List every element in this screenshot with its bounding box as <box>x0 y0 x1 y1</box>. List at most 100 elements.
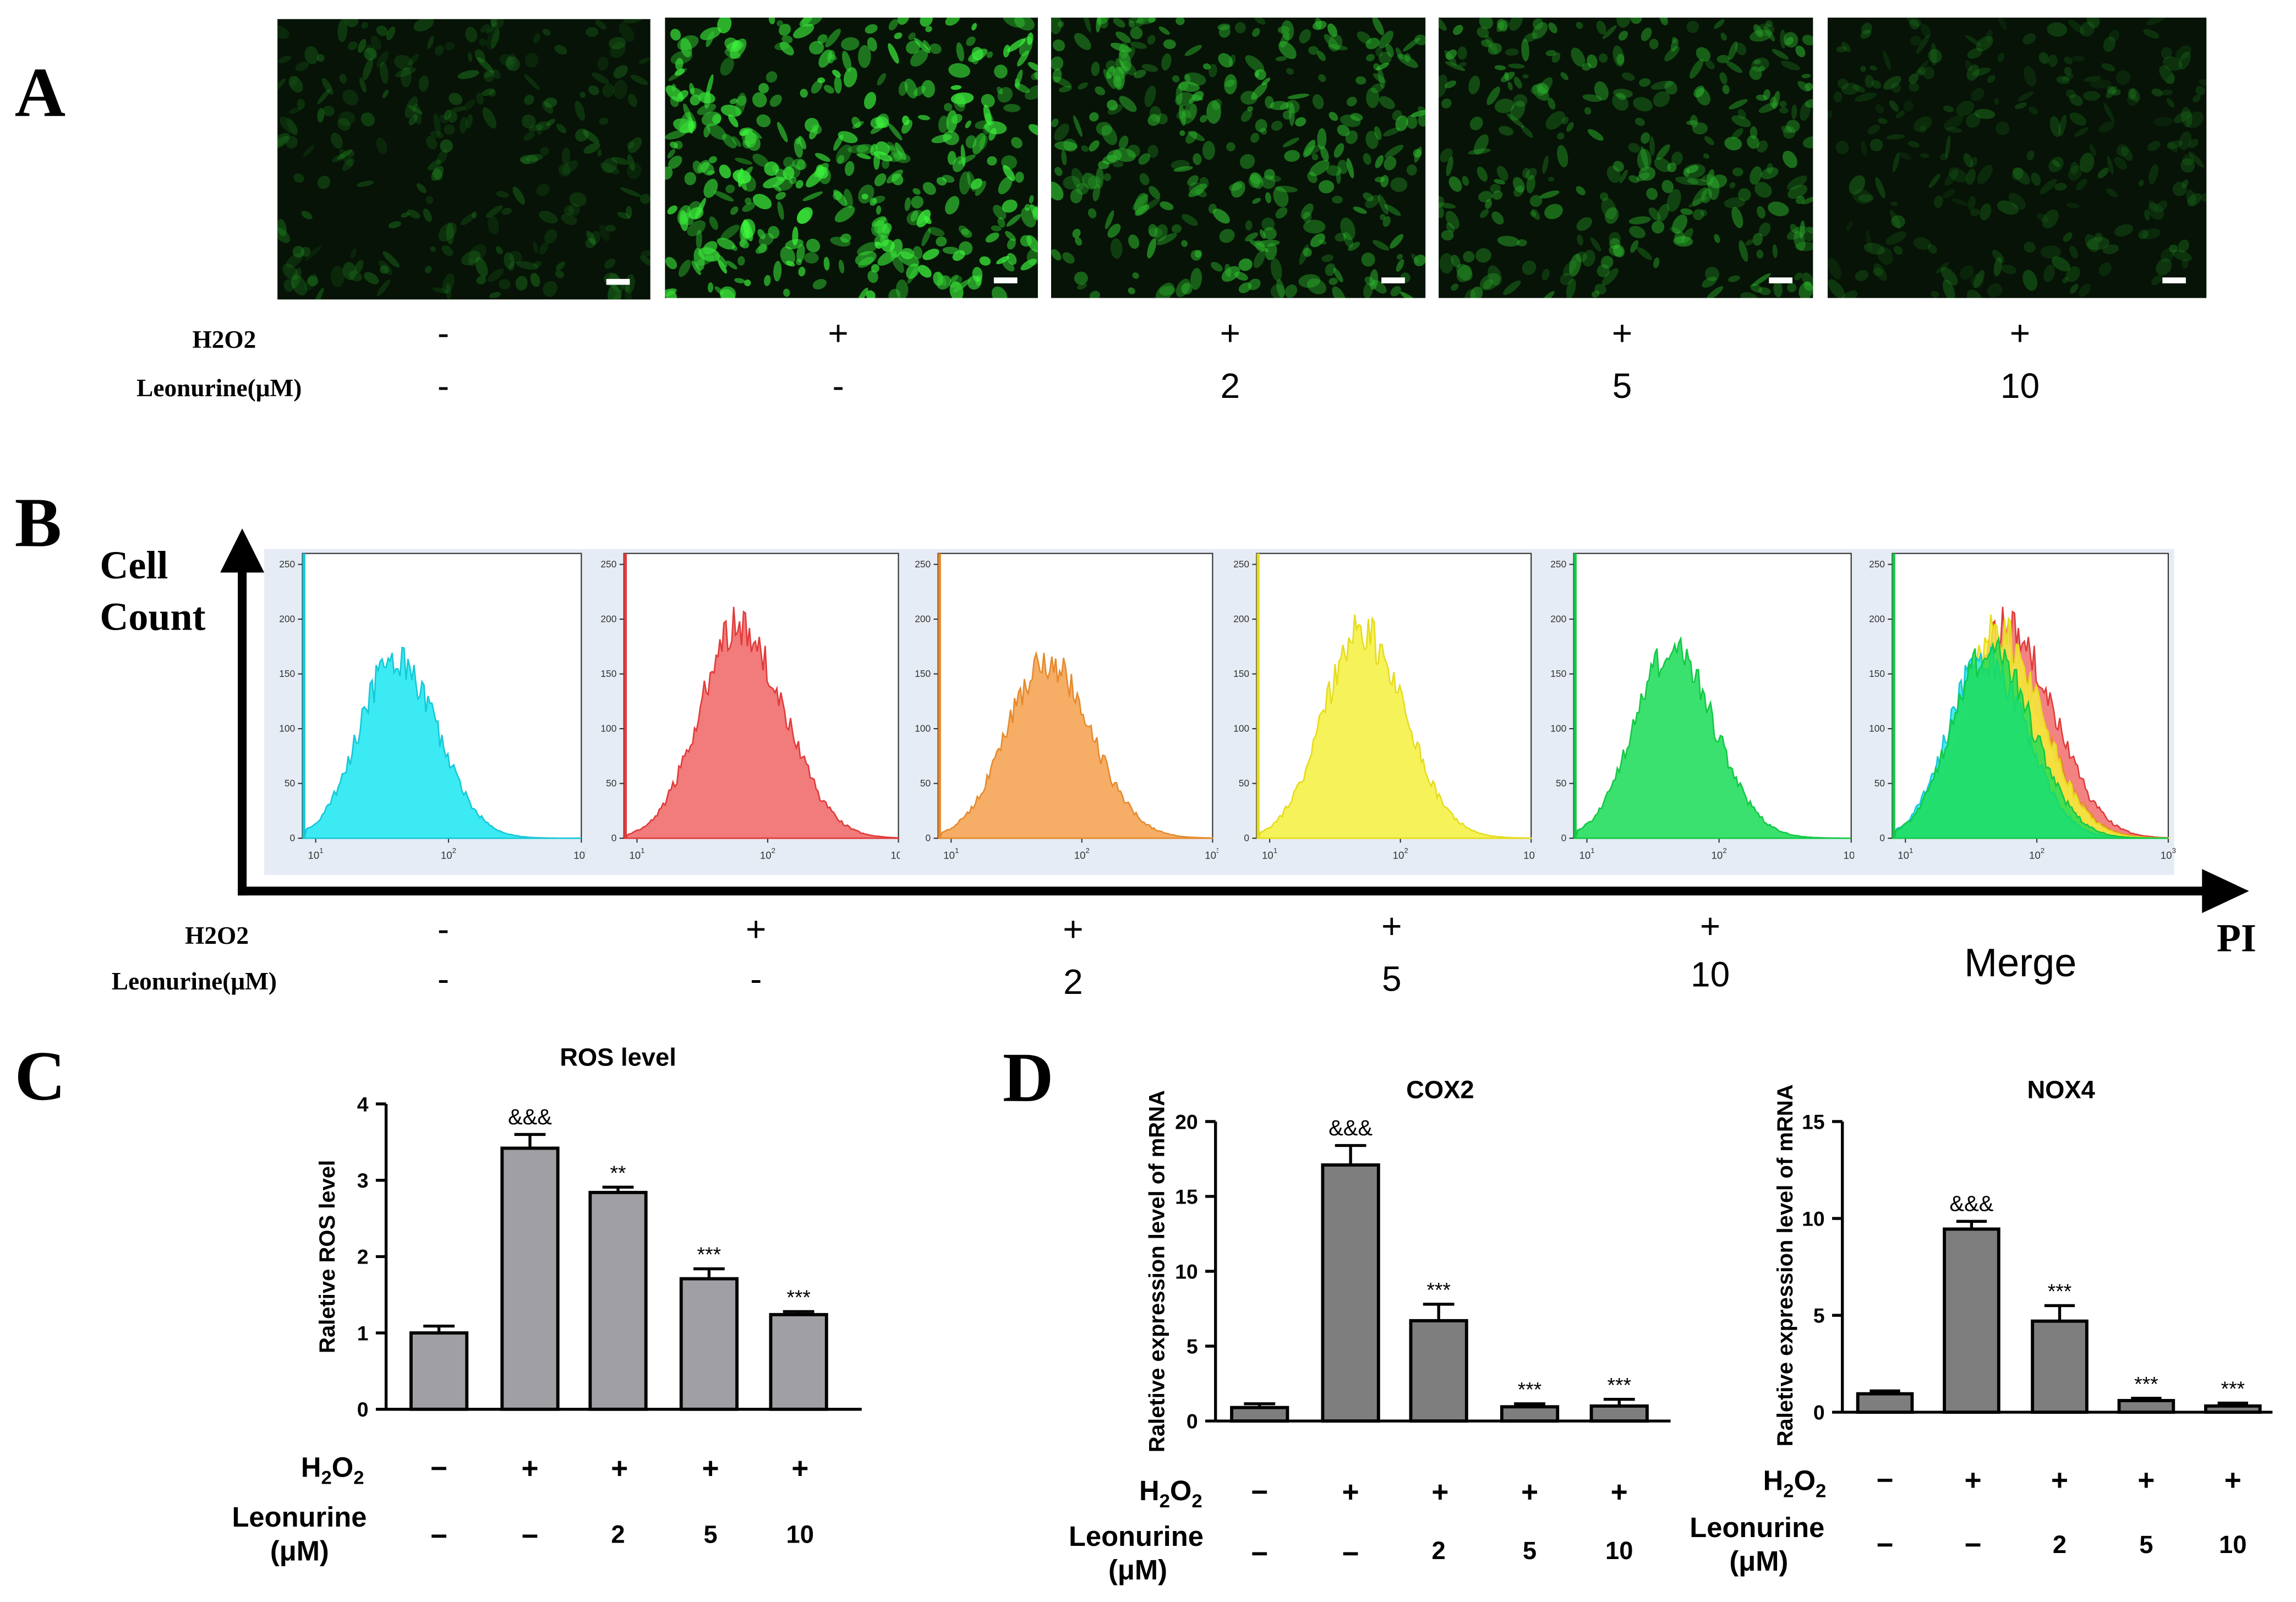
cell <box>1504 72 1509 80</box>
cell <box>317 176 331 189</box>
cell <box>1562 116 1569 125</box>
cell <box>542 101 554 114</box>
cell <box>376 51 389 68</box>
cell <box>1397 53 1418 68</box>
cell <box>586 231 597 245</box>
cell <box>524 74 540 90</box>
cell <box>1772 90 1780 110</box>
cell <box>1406 115 1418 129</box>
cell <box>1997 52 2004 63</box>
cell <box>1451 283 1459 291</box>
cell <box>898 81 908 96</box>
cell <box>1560 72 1568 80</box>
cell <box>1103 173 1112 182</box>
cell <box>1277 26 1290 34</box>
cell <box>725 184 735 194</box>
cell <box>925 26 932 32</box>
bar-3 <box>588 1190 648 1411</box>
cell <box>1270 258 1282 281</box>
cell <box>1871 80 1882 89</box>
cell <box>1628 175 1639 183</box>
cell <box>823 256 830 271</box>
cell <box>583 130 599 144</box>
cell <box>921 80 935 98</box>
cell <box>667 149 676 158</box>
cell <box>506 53 516 70</box>
cell <box>1456 264 1473 281</box>
cell <box>330 266 345 288</box>
cell <box>1861 140 1867 156</box>
cell <box>1374 126 1382 140</box>
cell <box>1286 100 1300 114</box>
significance-label: *** <box>1426 1278 1451 1302</box>
cell <box>2126 94 2139 106</box>
cell <box>1191 94 1203 101</box>
cell <box>1087 208 1097 218</box>
cell <box>623 19 643 24</box>
cell <box>724 49 741 59</box>
cell <box>842 51 852 72</box>
cell <box>1014 18 1035 31</box>
cell <box>2080 21 2095 37</box>
cell <box>1802 35 1813 46</box>
cell <box>1705 266 1720 282</box>
cell <box>1787 184 1808 199</box>
cell <box>1966 113 1981 128</box>
cell <box>769 94 782 107</box>
cell <box>1637 247 1652 260</box>
cell <box>861 193 868 200</box>
cell <box>1396 259 1404 272</box>
cell <box>524 53 539 68</box>
cell <box>1836 46 1847 53</box>
bar-5 <box>1589 1404 1649 1423</box>
cell <box>1883 50 1891 70</box>
cell <box>1159 286 1176 296</box>
cell <box>917 114 931 121</box>
micrograph-cells <box>1051 18 1426 298</box>
cell <box>1729 99 1748 110</box>
cell <box>1757 206 1765 218</box>
cell <box>992 286 1008 298</box>
cell <box>798 266 806 277</box>
cell <box>1497 236 1520 247</box>
cell <box>739 239 750 249</box>
cell <box>2075 178 2087 191</box>
cell <box>838 260 845 274</box>
cell <box>442 273 455 294</box>
cell <box>1530 83 1543 94</box>
cell <box>555 261 566 271</box>
cell <box>794 138 803 158</box>
cell <box>1181 214 1198 226</box>
cell <box>902 115 910 125</box>
cell <box>1270 284 1285 298</box>
cell <box>485 205 503 218</box>
cell <box>586 27 599 37</box>
cell <box>677 35 699 51</box>
cell <box>479 39 487 47</box>
cell <box>1521 39 1529 62</box>
cell <box>295 61 309 72</box>
cell <box>304 273 318 291</box>
cell <box>1562 260 1577 276</box>
cell <box>1801 74 1811 79</box>
cell <box>1930 42 1937 66</box>
cell <box>446 223 455 245</box>
cell <box>2095 232 2103 242</box>
cell <box>2079 152 2095 173</box>
cell <box>2001 264 2017 275</box>
cell <box>1886 134 1905 140</box>
cell <box>465 26 478 43</box>
panel-a-h2o2-1: - <box>437 314 450 354</box>
cell <box>1350 113 1363 121</box>
cell <box>1062 252 1075 264</box>
cell <box>717 238 736 250</box>
cell <box>1753 59 1761 65</box>
cell <box>1722 84 1730 95</box>
cell <box>1494 179 1505 185</box>
cell <box>348 271 363 282</box>
cell <box>2070 283 2079 294</box>
panel-d1-leo-4: 5 <box>1522 1537 1537 1565</box>
cell <box>2167 141 2178 152</box>
cell <box>1107 100 1118 111</box>
cell <box>955 94 966 108</box>
